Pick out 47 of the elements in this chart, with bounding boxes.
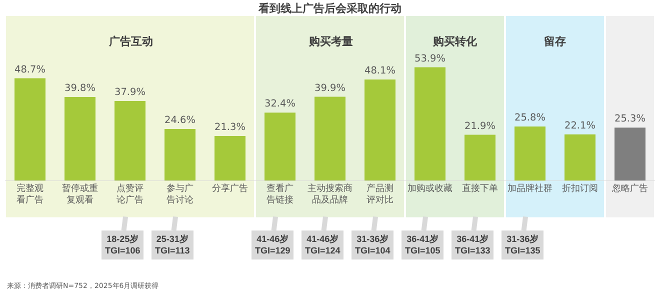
annotation: 31-36岁 TGI=135 — [505, 234, 540, 256]
band-label: 购买考量 — [308, 35, 353, 48]
annotation: 36-41岁 TGI=133 — [455, 234, 490, 256]
annotation: 36-41岁 TGI=105 — [405, 234, 440, 256]
bar — [264, 112, 296, 181]
bar — [564, 134, 596, 181]
annotation: 31-36岁 TGI=104 — [355, 234, 390, 256]
chart-title: 看到线上广告后会采取的行动 — [258, 2, 402, 16]
data-label: 25.3% — [614, 114, 646, 125]
data-label: 24.6% — [164, 115, 196, 126]
bar — [464, 134, 496, 181]
bar — [64, 96, 96, 181]
data-label: 21.9% — [464, 120, 496, 132]
data-label: 53.9% — [414, 53, 446, 64]
annotation: 18-25岁 TGI=106 — [105, 234, 140, 256]
data-label: 32.4% — [264, 98, 296, 110]
data-label: 48.7% — [14, 64, 46, 76]
data-label: 25.8% — [514, 112, 546, 124]
data-label: 22.1% — [564, 120, 596, 132]
bar — [164, 129, 196, 181]
data-label: 37.9% — [114, 87, 146, 98]
data-label: 39.9% — [314, 82, 346, 94]
band-label: 广告互动 — [108, 35, 153, 48]
bar — [364, 79, 396, 181]
x-tick-label: 完整观看广告 — [16, 183, 44, 206]
x-tick-label: 加购或收藏 — [408, 183, 452, 194]
x-tick-label: 折扣订阅 — [562, 183, 598, 194]
annotation: 41-46岁 TGI=124 — [305, 234, 340, 256]
data-label: 39.8% — [64, 83, 96, 94]
band-label: 留存 — [544, 35, 566, 48]
data-label: 21.3% — [214, 122, 246, 134]
x-tick-label: 加品牌社群 — [508, 183, 552, 194]
x-tick-label: 暂停或重复观看 — [62, 183, 98, 206]
bar — [314, 96, 346, 181]
bar — [514, 126, 546, 181]
x-tick-label: 忽略广告 — [611, 183, 648, 194]
annotation: 41-46岁 TGI=129 — [255, 234, 290, 256]
data-label: 48.1% — [364, 66, 396, 77]
bar — [414, 67, 446, 181]
x-tick-label: 分享广告 — [212, 183, 248, 194]
bar — [14, 78, 46, 181]
bar — [214, 136, 246, 181]
annotation: 25-31岁 TGI=113 — [155, 234, 190, 256]
x-tick-label: 主动搜索商品及品牌 — [308, 183, 352, 206]
bar — [614, 128, 646, 181]
bar — [114, 100, 146, 181]
band-label: 购买转化 — [432, 35, 478, 48]
